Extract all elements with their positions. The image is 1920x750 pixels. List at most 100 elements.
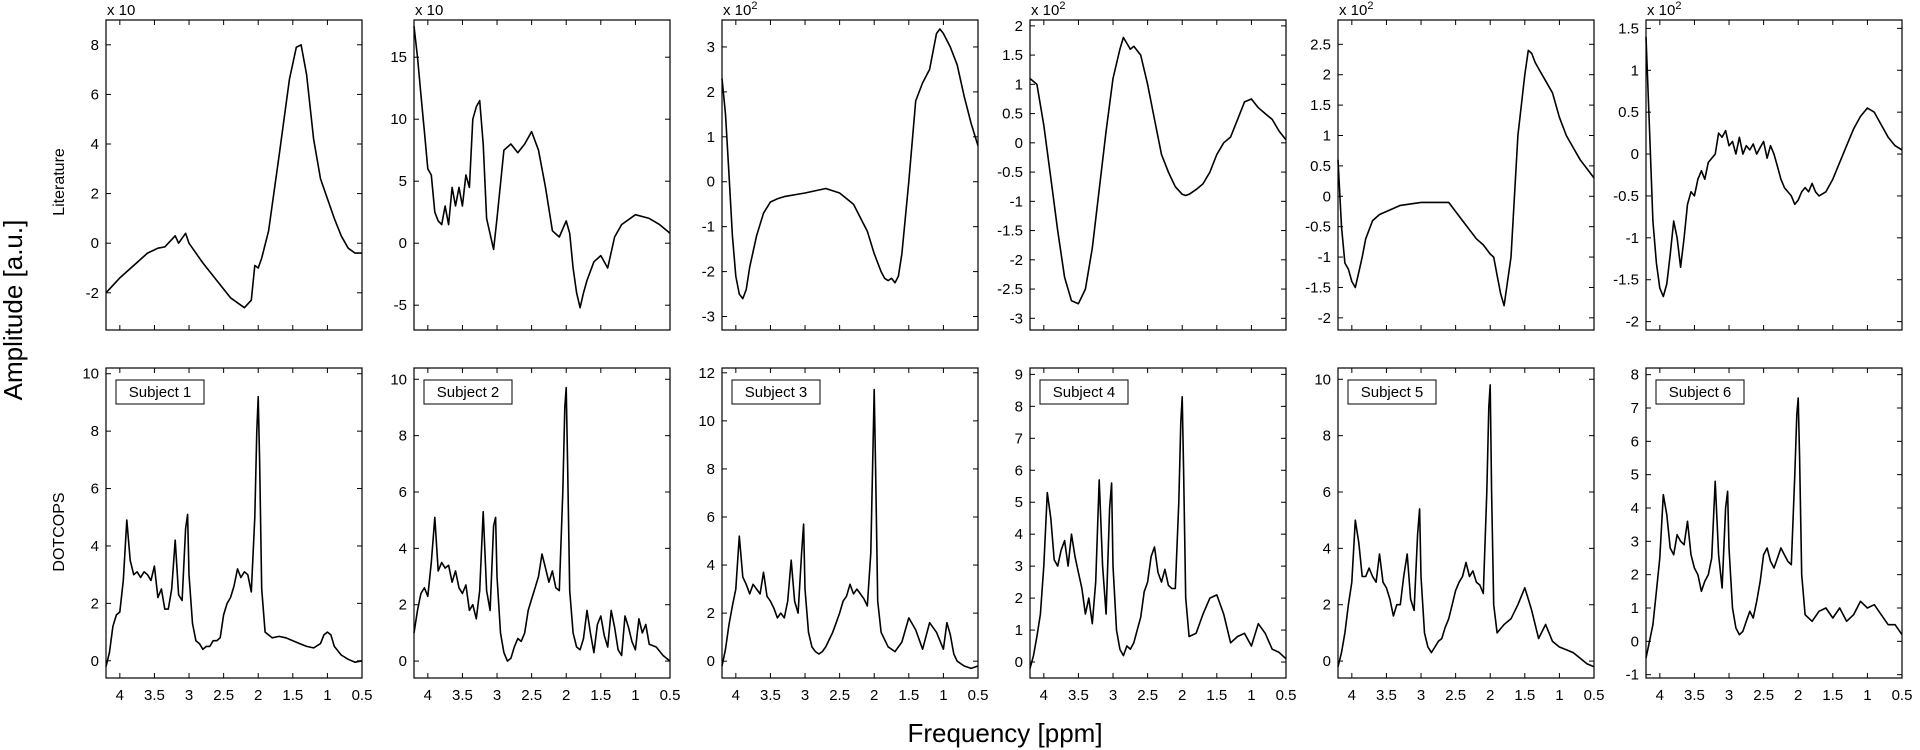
- panel-1: 8 6 4 2 0 -2 x 10: [86, 2, 363, 331]
- ytick-label: 0: [707, 174, 715, 191]
- ytick-label: 3: [1015, 558, 1023, 575]
- axes-box: [1645, 19, 1903, 331]
- ytick-label: 1: [1015, 76, 1023, 93]
- ytick-label: -2: [1626, 314, 1639, 331]
- spectrum-line: [1029, 36, 1287, 305]
- spectrum-line: [105, 395, 363, 667]
- ytick-label: -2: [1318, 310, 1331, 327]
- panel-12: 8 7 6 5 4 3 2 1 0 -1 4 3.5 3 2.5 2 1.5 1 0.5 Subject 6: [1626, 367, 1913, 704]
- ytick-label: 4: [1015, 526, 1023, 543]
- xtick-label: 1: [939, 687, 947, 704]
- xtick-label: 2.5: [1753, 687, 1774, 704]
- ytick-label: 1.5: [1310, 97, 1331, 114]
- axes-box: [105, 19, 363, 331]
- axes-box: [1029, 367, 1287, 679]
- ytick-label: 1: [707, 129, 715, 146]
- scale-exponent: 2: [1367, 0, 1373, 12]
- xtick-label: 2: [562, 687, 570, 704]
- ytick-label: 8: [91, 423, 99, 440]
- subject-label: Subject 2: [437, 384, 500, 401]
- ytick-label: 5: [1631, 467, 1639, 484]
- xtick-label: 0.5: [1276, 687, 1297, 704]
- ytick-label: -0.5: [997, 164, 1023, 181]
- subject-label-box: [115, 379, 205, 405]
- ytick-label: 10: [390, 371, 407, 388]
- axes-box: [1337, 367, 1595, 679]
- ytick-label: 1: [1631, 62, 1639, 79]
- xtick-label: 0.5: [1892, 687, 1913, 704]
- ytick-label: 8: [91, 37, 99, 54]
- ytick-label: 0: [91, 653, 99, 670]
- ytick-label: 5: [1015, 494, 1023, 511]
- ytick-label: 7: [1631, 400, 1639, 417]
- subject-label: Subject 5: [1361, 384, 1424, 401]
- spectrum-line: [413, 386, 671, 662]
- xtick-label: 4: [1348, 687, 1356, 704]
- ytick-label: 3: [1631, 533, 1639, 550]
- ytick-label: 3: [707, 39, 715, 56]
- subject-label-box: [1347, 379, 1437, 405]
- ytick-label: 0: [1015, 135, 1023, 152]
- xtick-label: 3: [1725, 687, 1733, 704]
- axes-box: [105, 367, 363, 679]
- ytick-label: 0.5: [1310, 158, 1331, 175]
- xtick-label: 2.5: [213, 687, 234, 704]
- ytick-label: 4: [707, 557, 715, 574]
- ytick-label: 1: [1323, 127, 1331, 144]
- xtick-label: 4: [424, 687, 432, 704]
- ytick-label: 0: [1323, 653, 1331, 670]
- xtick-label: 3: [493, 687, 501, 704]
- ytick-label: 2: [1323, 597, 1331, 614]
- subject-label-box: [1655, 379, 1745, 405]
- subject-label: Subject 3: [745, 384, 808, 401]
- xtick-label: 4: [1656, 687, 1664, 704]
- ytick-label: -2: [702, 264, 715, 281]
- ytick-label: 0: [399, 235, 407, 252]
- ytick-label: 2: [1323, 67, 1331, 84]
- ytick-label: 0: [707, 653, 715, 670]
- xtick-label: 3: [1417, 687, 1425, 704]
- axes-box: [721, 19, 979, 331]
- ytick-label: -5: [394, 297, 407, 314]
- scale-factor-label: x 102: [1031, 0, 1065, 19]
- ytick-label: 1.5: [1002, 47, 1023, 64]
- ytick-label: 2: [1631, 567, 1639, 584]
- xtick-label: 3.5: [452, 687, 473, 704]
- xtick-label: 0.5: [1584, 687, 1605, 704]
- xtick-label: 1.5: [898, 687, 919, 704]
- ytick-label: 2: [1015, 590, 1023, 607]
- scale-factor-label: x 102: [1647, 0, 1681, 19]
- ytick-label: 4: [1631, 500, 1639, 517]
- ytick-label: 0: [1631, 146, 1639, 163]
- scale-exponent: 2: [1675, 0, 1681, 12]
- panel-4: 2 1.5 1 0.5 0 -0.5 -1 -1.5 -2 -2.5 -3 x 102: [997, 0, 1287, 331]
- figure-ylabel: Amplitude [a.u.]: [0, 220, 28, 401]
- scale-exponent: 2: [751, 0, 757, 12]
- ytick-label: 6: [1631, 433, 1639, 450]
- ytick-label: -1: [1010, 193, 1023, 210]
- ytick-label: 8: [707, 461, 715, 478]
- xtick-label: 0.5: [660, 687, 681, 704]
- ytick-label: 0: [1015, 654, 1023, 671]
- ytick-label: 2: [707, 605, 715, 622]
- panel-3: 3 2 1 0 -1 -2 -3 x 102: [702, 0, 979, 331]
- ytick-label: 0: [1631, 633, 1639, 650]
- xtick-label: 1.5: [1822, 687, 1843, 704]
- ytick-label: 0: [399, 653, 407, 670]
- ytick-label: -1: [1626, 667, 1639, 684]
- xtick-label: 4: [1040, 687, 1048, 704]
- ytick-label: 4: [1323, 540, 1331, 557]
- ytick-label: -0.5: [1613, 188, 1639, 205]
- ytick-label: 8: [399, 428, 407, 445]
- ytick-label: -1: [1318, 249, 1331, 266]
- ytick-label: 8: [1631, 367, 1639, 384]
- axes-box: [1029, 19, 1287, 331]
- ytick-label: -2.5: [997, 281, 1023, 298]
- ytick-label: -0.5: [1305, 219, 1331, 236]
- ytick-label: 8: [1323, 428, 1331, 445]
- xtick-label: 1.5: [282, 687, 303, 704]
- ytick-label: 1: [1015, 622, 1023, 639]
